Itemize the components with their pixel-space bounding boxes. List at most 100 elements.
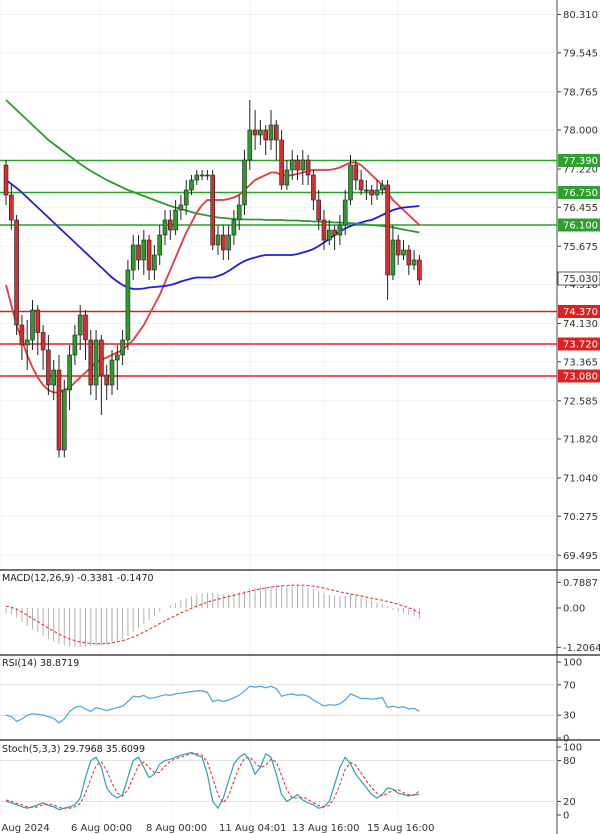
candle-body <box>273 124 279 141</box>
candle-body <box>231 219 237 236</box>
candle-body <box>374 189 380 196</box>
candle-body <box>194 174 200 181</box>
y-tick-label: 70 <box>563 680 576 691</box>
candle-body <box>56 369 62 451</box>
candle-body <box>146 239 152 271</box>
candle-body <box>236 204 242 221</box>
candle-body <box>252 129 258 136</box>
y-tick-label: 100 <box>563 743 582 754</box>
candle-body <box>168 219 173 231</box>
candle-body <box>24 339 30 346</box>
candle-body <box>305 159 311 176</box>
price-axis-labels: 80.310 79.545 78.765 78.000 77.220 76.455 75.6… <box>557 10 598 562</box>
level-tag-label: 77.390 <box>563 156 598 167</box>
macd-signal-line <box>5 584 420 645</box>
candle-body <box>183 189 189 206</box>
candle-body <box>178 204 184 211</box>
candle-body <box>152 254 157 271</box>
y-tick-label: 100 <box>563 658 582 669</box>
y-tick-label: 80 <box>563 756 576 767</box>
level-tag <box>558 218 600 232</box>
level-tag-label: 73.080 <box>563 372 598 383</box>
candle-body <box>189 179 194 191</box>
macd-panel: 0.7887 0.00 -1.2064 <box>5 578 600 654</box>
candle-body <box>379 184 385 191</box>
candle-body <box>104 374 109 386</box>
rsi-line <box>5 685 420 724</box>
grid <box>0 0 557 820</box>
candle-body <box>300 159 306 171</box>
candle-body <box>40 332 46 351</box>
candle-body <box>417 259 422 281</box>
candle-body <box>369 189 375 196</box>
candle-body <box>9 194 14 221</box>
candle-body <box>77 314 83 336</box>
candle-body <box>385 184 390 276</box>
candles <box>3 100 422 458</box>
candle-body <box>358 179 364 191</box>
last-price-label: 75.030 <box>563 274 598 285</box>
level-tag-label: 73.720 <box>563 340 598 351</box>
candle-body <box>72 334 78 356</box>
y-tick-label: 77.220 <box>563 165 598 176</box>
level-lines <box>0 159 557 377</box>
candle-body <box>115 354 120 361</box>
candle-body <box>88 339 94 386</box>
candle-body <box>311 174 316 201</box>
stoch-k-line <box>5 751 420 811</box>
candle-body <box>342 199 348 226</box>
level-tag-label: 74.370 <box>563 307 598 318</box>
candle-body <box>289 159 295 171</box>
candle-body <box>210 174 215 246</box>
candle-body <box>284 169 290 186</box>
level-tag <box>558 154 600 167</box>
candle-body <box>136 244 141 261</box>
y-tick-label: 0.00 <box>563 603 585 614</box>
candle-body <box>46 349 51 386</box>
x-tick-label: 2 Aug 2024 <box>0 823 50 834</box>
candle-body <box>83 314 88 341</box>
y-tick-label: 69.495 <box>563 551 598 562</box>
y-tick-label: 76.455 <box>563 203 598 214</box>
candle-body <box>321 219 327 241</box>
y-tick-label: 78.000 <box>563 126 598 137</box>
candle-body <box>3 164 9 196</box>
level-tag-label: 76.750 <box>563 188 598 199</box>
y-tick-label: 72.585 <box>563 396 598 407</box>
rsi-label: RSI(14) 38.8719 <box>2 658 79 669</box>
candle-body <box>364 189 369 192</box>
candle-body <box>247 129 253 161</box>
candle-body <box>157 234 162 256</box>
candle-body <box>205 174 210 177</box>
time-axis-labels: 2 Aug 2024 6 Aug 00:00 8 Aug 00:00 11 Aug 0… <box>0 823 434 834</box>
candle-body <box>215 234 221 246</box>
y-tick-label: 78.765 <box>563 87 598 98</box>
candle-body <box>390 239 396 276</box>
candle-body <box>353 164 359 181</box>
candle-body <box>35 309 41 333</box>
candle-body <box>93 339 99 386</box>
candle-body <box>109 359 115 386</box>
candle-body <box>332 229 337 236</box>
candle-body <box>61 389 67 451</box>
level-tag <box>558 305 600 318</box>
y-tick-label: 71.820 <box>563 435 598 446</box>
y-tick-label: 0 <box>563 734 569 745</box>
y-tick-label: -1.2064 <box>563 643 600 654</box>
x-tick-label: 13 Aug 16:00 <box>292 823 359 834</box>
y-tick-label: 0.7887 <box>563 578 598 589</box>
candle-body <box>99 339 104 376</box>
candle-body <box>268 124 274 141</box>
candle-body <box>242 159 247 206</box>
stoch-panel: 100 80 20 0 <box>0 743 582 822</box>
level-tag <box>558 186 600 199</box>
candle-body <box>401 249 406 256</box>
y-tick-label: 73.365 <box>563 357 598 368</box>
x-tick-label: 11 Aug 04:01 <box>219 823 286 834</box>
candle-body <box>173 209 178 231</box>
x-tick-label: 8 Aug 00:00 <box>146 823 207 834</box>
candle-body <box>326 229 332 241</box>
last-price-tag <box>557 271 600 286</box>
